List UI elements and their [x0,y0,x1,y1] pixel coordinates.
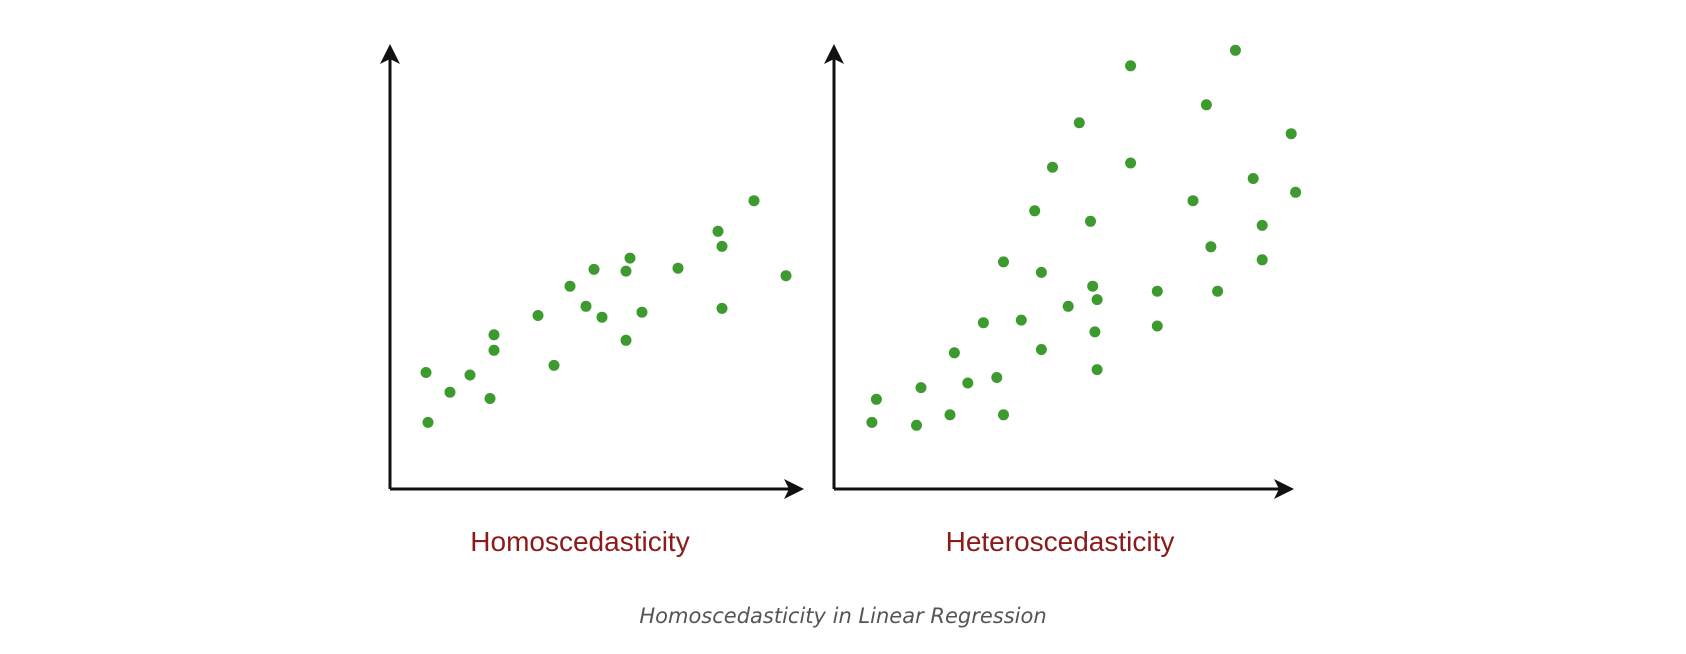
scatter-point [1029,205,1041,217]
scatter-point [1256,219,1268,231]
scatter-point [870,393,882,405]
figure-caption: Homoscedasticity in Linear Regression [639,604,1047,628]
scatter-point [1073,117,1085,129]
scatter-point [991,372,1003,383]
scatter-point [548,359,560,371]
scatter-point [944,409,956,421]
scatter-point [977,317,989,329]
scatter-point [484,393,496,404]
x-axis-arrow-icon [1274,479,1294,499]
scatter-point [620,265,632,277]
scatter-point [1200,99,1212,111]
scatter-point [915,382,927,394]
scatter-point [1089,326,1101,338]
scatter-points [420,195,792,428]
scatter-point [422,416,434,428]
y-axis-arrow-icon [380,44,400,64]
scatter-point [716,302,728,314]
scatter-point [1229,44,1241,56]
scatter-point [1290,186,1302,198]
scatter-point [1256,254,1268,266]
scatter-point [620,334,632,346]
scatter-point [588,263,600,275]
scatter-point [624,252,636,264]
scatter-point [1085,215,1096,227]
y-axis-arrow-icon [824,44,844,64]
scatter-point [1247,173,1259,184]
scatter-point [488,329,500,341]
scatter-point [420,367,432,378]
scatter-point [1212,285,1224,297]
scatter-point [1187,195,1199,207]
scatter-point [748,195,760,207]
scatter-point [866,416,878,428]
scatter-point [948,347,960,359]
scatter-point [998,256,1009,268]
scatter-point [564,280,576,292]
scatter-point [1047,161,1058,173]
scatter-point [464,369,476,381]
scatter-point [532,310,544,321]
scatter-point [1035,344,1047,355]
scatter-point [1015,314,1027,326]
scatter-point [716,240,728,252]
scatter-point [1091,294,1103,306]
scatter-point [1285,128,1297,140]
scatter-point [636,306,648,318]
scatter-point [444,386,456,398]
scatter-point [580,300,592,312]
scatter-point [1125,157,1137,169]
scatter-point [1087,280,1099,292]
homoscedasticity-panel: Homoscedasticity [380,44,804,557]
scatter-point [488,344,500,356]
scatter-point [1125,60,1137,72]
scatter-point [911,419,922,431]
scatter-point [780,270,792,282]
scatter-point [712,225,724,237]
chart-title: Homoscedasticity [470,526,689,557]
scatter-point [1091,364,1103,376]
scatter-point [998,409,1009,421]
chart-title: Heteroscedasticity [946,526,1175,557]
x-axis-arrow-icon [784,479,804,499]
scatter-point [1062,300,1074,312]
scatter-point [596,311,608,323]
scatter-point [1151,285,1163,297]
scatter-point [1035,266,1047,278]
heteroscedasticity-panel: Heteroscedasticity [824,44,1302,557]
scatter-point [672,262,684,274]
scatter-points [866,44,1302,431]
scatter-point [962,377,974,389]
scatter-point [1205,241,1217,253]
scatter-point [1151,320,1163,332]
